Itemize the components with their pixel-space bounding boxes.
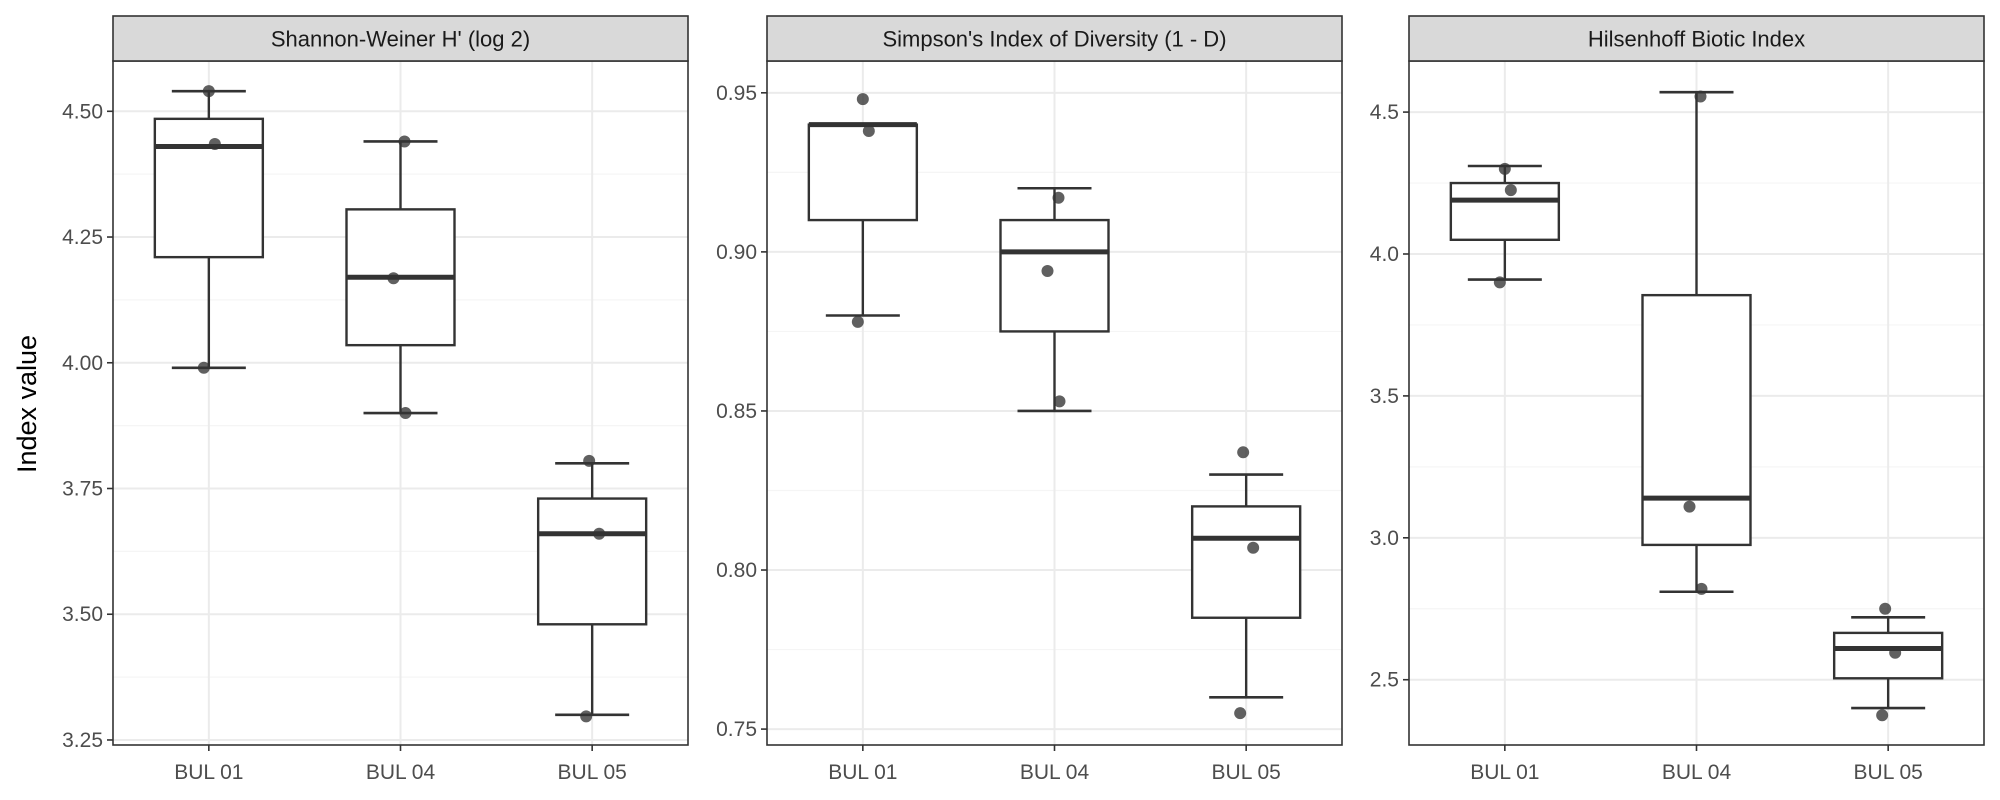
data-point [202,85,215,98]
facet-strip-title: Hilsenhoff Biotic Index [1588,27,1805,52]
data-point [1053,395,1066,408]
y-tick-label: 3.5 [1370,385,1399,408]
box-iqr [536,497,648,626]
boxplot-bul-01 [153,89,265,370]
y-tick-label: 0.95 [716,82,757,105]
data-point [1052,191,1065,204]
y-tick-label: 0.75 [716,718,757,741]
data-point [1694,90,1707,103]
data-point [1683,500,1696,513]
y-tick-label: 3.75 [62,478,103,501]
x-tick-label: BUL 04 [1662,761,1732,784]
box-iqr [1832,631,1944,680]
facet-strip-title: Shannon-Weiner H' (log 2) [271,27,530,52]
data-point [1493,276,1506,289]
y-tick-label: 0.80 [716,559,757,582]
data-point [580,710,593,723]
data-point [856,93,869,106]
box-iqr [1190,505,1302,619]
data-point [851,315,864,328]
boxplot-bul-05 [536,462,648,717]
y-tick-label: 2.5 [1370,669,1399,692]
data-point [387,272,400,285]
facet-panels: Shannon-Weiner H' (log 2) 3.25 3.50 3.75 4.0… [62,15,1985,784]
y-tick-label: 3.0 [1370,527,1399,550]
boxplot-bul-04 [999,186,1110,413]
data-point [583,454,596,467]
boxplot-bul-05 [1190,473,1302,699]
data-point [1504,184,1517,197]
x-tick-label: BUL 01 [828,761,897,784]
y-tick-label: 3.50 [62,603,103,626]
box-iqr [999,218,1110,333]
boxplot-bul-01 [807,122,919,317]
x-tick-label: BUL 05 [1212,761,1281,784]
data-point [1237,446,1250,459]
data-point [1876,709,1889,722]
data-point [862,124,875,137]
facet-panel-1: Shannon-Weiner H' (log 2) 3.25 3.50 3.75 4.0… [62,15,689,784]
data-point [197,361,210,374]
data-point [1498,162,1511,175]
facet-strip [112,15,689,62]
box-iqr [807,123,919,222]
data-point [398,135,411,148]
facet-strip [1408,15,1985,62]
data-point [1879,602,1892,615]
data-point [1695,582,1708,595]
y-tick-label: 3.25 [62,729,103,752]
y-tick-label: 4.0 [1370,243,1399,266]
box-iqr [1641,293,1752,547]
facet-panel-3: Hilsenhoff Biotic Index 2.5 3.0 3.5 4.0 4.5 BU… [1370,15,1985,784]
x-tick-label: BUL 01 [1470,761,1539,784]
y-tick-label: 0.90 [716,241,757,264]
box-iqr [1449,181,1561,242]
boxplot-bul-04 [1641,90,1752,594]
data-point [399,407,412,420]
facet-strip [766,15,1343,62]
x-tick-label: BUL 05 [1854,761,1923,784]
y-tick-label: 4.00 [62,352,103,375]
data-point [1889,646,1902,659]
data-point [1234,707,1247,720]
data-point [1247,541,1260,554]
data-point [1041,264,1054,277]
facet-panel-2: Simpson's Index of Diversity (1 - D) 0.75… [716,15,1343,784]
x-tick-label: BUL 04 [366,761,436,784]
data-point [593,527,606,540]
facet-strip-title: Simpson's Index of Diversity (1 - D) [882,27,1226,52]
y-tick-label: 0.85 [716,400,757,423]
boxplot-bul-05 [1832,615,1944,710]
x-tick-label: BUL 05 [558,761,627,784]
y-axis-title: Index value [12,335,42,473]
data-point [208,137,221,150]
y-tick-label: 4.25 [62,226,103,249]
x-tick-label: BUL 01 [174,761,243,784]
y-tick-label: 4.5 [1370,101,1399,124]
box-iqr [153,117,265,259]
x-tick-label: BUL 04 [1020,761,1090,784]
y-tick-label: 4.50 [62,100,103,123]
